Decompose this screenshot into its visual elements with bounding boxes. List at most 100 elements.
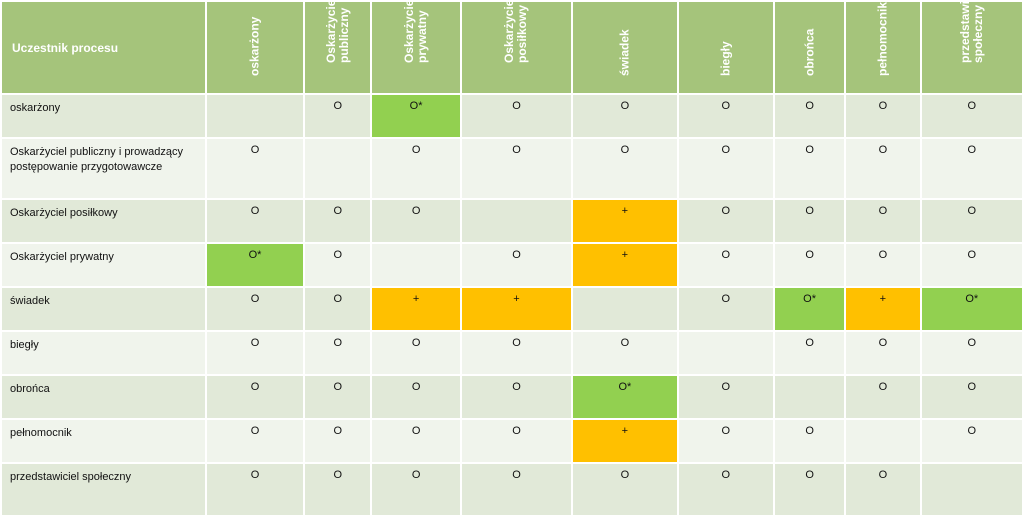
table-cell: O bbox=[921, 376, 1022, 418]
table-cell bbox=[678, 332, 773, 374]
table-cell: O bbox=[372, 464, 460, 515]
column-header-label: Oskarżyciel posiłkowy bbox=[502, 0, 530, 63]
table-cell: O bbox=[846, 376, 920, 418]
table-cell bbox=[372, 244, 460, 286]
table-cell: O bbox=[921, 200, 1022, 242]
table-row: pełnomocnik O O O O + O O O bbox=[2, 420, 1022, 462]
table-cell bbox=[461, 200, 572, 242]
table-cell: O bbox=[573, 332, 677, 374]
table-cell: O bbox=[461, 139, 572, 198]
column-header: Oskarżyciel posiłkowy bbox=[461, 0, 572, 93]
table-cell: O bbox=[372, 420, 460, 462]
column-header-label: pełnomocnik bbox=[875, 1, 890, 76]
table-cell: O bbox=[372, 332, 460, 374]
column-header: Oskarżyciel publiczny bbox=[305, 0, 371, 93]
column-header: przedstawiciel społeczny bbox=[921, 0, 1022, 93]
table-cell: O bbox=[206, 420, 304, 462]
column-header-label: biegły bbox=[718, 41, 733, 76]
table-body: oskarżony O O* O O O O O O Oskarżyciel publiczny … bbox=[2, 95, 1022, 515]
table-cell: O bbox=[573, 139, 677, 198]
table-cell: O bbox=[206, 139, 304, 198]
table-cell: O bbox=[774, 464, 845, 515]
row-label: pełnomocnik bbox=[2, 420, 205, 462]
column-header: świadek bbox=[573, 2, 677, 93]
table-cell: O* bbox=[573, 376, 677, 418]
table-cell: O bbox=[206, 288, 304, 330]
row-label: obrońca bbox=[2, 376, 205, 418]
table-cell bbox=[206, 95, 304, 137]
table-cell: O bbox=[461, 376, 572, 418]
table-cell: O bbox=[678, 288, 773, 330]
table-row: oskarżony O O* O O O O O O bbox=[2, 95, 1022, 137]
table-cell: O bbox=[678, 420, 773, 462]
table-row: obrońca O O O O O* O O O bbox=[2, 376, 1022, 418]
table-cell: + bbox=[846, 288, 920, 330]
table-cell: O bbox=[921, 332, 1022, 374]
table-cell: O bbox=[305, 288, 371, 330]
table-cell: O bbox=[774, 200, 845, 242]
table-cell: O bbox=[372, 376, 460, 418]
column-header-label: świadek bbox=[617, 29, 632, 76]
column-header: Oskarżyciel prywatny bbox=[372, 0, 460, 93]
table-cell: O bbox=[678, 464, 773, 515]
column-header-label: obrońca bbox=[802, 28, 817, 76]
table-cell: O bbox=[846, 139, 920, 198]
table-cell: O bbox=[921, 420, 1022, 462]
table-cell: O bbox=[372, 200, 460, 242]
table-cell: O bbox=[846, 95, 920, 137]
table-cell: + bbox=[573, 244, 677, 286]
table-cell bbox=[846, 420, 920, 462]
table-cell: O bbox=[678, 139, 773, 198]
table-cell: O bbox=[774, 332, 845, 374]
table-row: Oskarżyciel posiłkowy O O O + O O O O bbox=[2, 200, 1022, 242]
table-cell: O bbox=[305, 332, 371, 374]
table-cell bbox=[921, 464, 1022, 515]
table-cell: O bbox=[846, 200, 920, 242]
table-header: Uczestnik procesu oskarżony Oskarżyciel … bbox=[2, 0, 1022, 93]
table-cell: O bbox=[206, 332, 304, 374]
table-cell: O bbox=[305, 95, 371, 137]
table-cell: + bbox=[573, 200, 677, 242]
table-cell: O bbox=[305, 464, 371, 515]
table-cell: O bbox=[921, 244, 1022, 286]
row-label: przedstawiciel społeczny bbox=[2, 464, 205, 515]
table-cell: O bbox=[846, 332, 920, 374]
table-cell: O bbox=[461, 244, 572, 286]
table-cell: + bbox=[573, 420, 677, 462]
table-cell: O bbox=[678, 244, 773, 286]
table-cell: O bbox=[206, 200, 304, 242]
table-cell: O bbox=[461, 464, 572, 515]
table-cell: O bbox=[305, 244, 371, 286]
table-cell: O bbox=[461, 95, 572, 137]
column-header: pełnomocnik bbox=[846, 1, 920, 93]
table-cell: O bbox=[774, 95, 845, 137]
table-cell: O bbox=[305, 420, 371, 462]
header-row: Uczestnik procesu oskarżony Oskarżyciel … bbox=[2, 0, 1022, 93]
table-cell: O bbox=[461, 420, 572, 462]
table-cell: O* bbox=[921, 288, 1022, 330]
table-cell: O bbox=[678, 95, 773, 137]
table-cell: + bbox=[372, 288, 460, 330]
table-cell: O bbox=[774, 139, 845, 198]
table-cell: O bbox=[774, 244, 845, 286]
table-cell: O bbox=[206, 376, 304, 418]
table-cell: O bbox=[461, 332, 572, 374]
table-cell: O bbox=[774, 420, 845, 462]
table-cell bbox=[573, 288, 677, 330]
table-row: Oskarżyciel prywatny O* O O + O O O O bbox=[2, 244, 1022, 286]
table-cell: O bbox=[678, 200, 773, 242]
table-cell: O bbox=[573, 95, 677, 137]
column-header: obrońca bbox=[774, 2, 845, 93]
table-cell: O bbox=[846, 244, 920, 286]
corner-header: Uczestnik procesu bbox=[2, 2, 205, 93]
row-label: oskarżony bbox=[2, 95, 205, 137]
table-cell: O bbox=[372, 139, 460, 198]
row-label: Oskarżyciel publiczny i prowadzący postę… bbox=[2, 139, 205, 198]
column-header: oskarżony bbox=[206, 2, 304, 93]
column-header-label: Oskarżyciel prywatny bbox=[402, 0, 430, 63]
table-cell: + bbox=[461, 288, 572, 330]
row-label: świadek bbox=[2, 288, 205, 330]
column-header-label: Oskarżyciel publiczny bbox=[323, 0, 351, 63]
table-cell bbox=[774, 376, 845, 418]
